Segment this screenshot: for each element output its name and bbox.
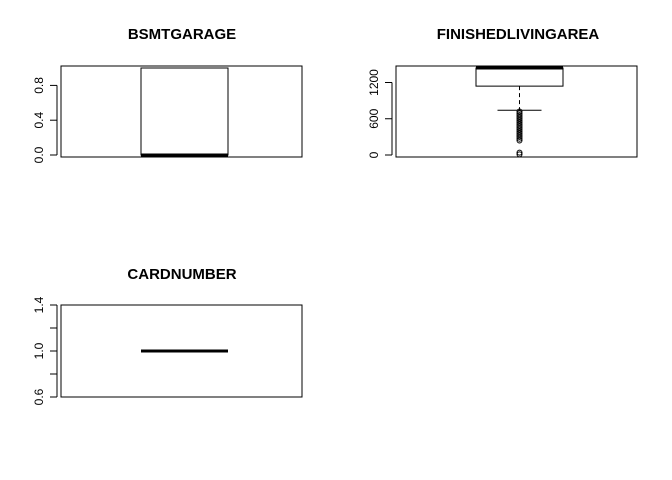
outlier-point bbox=[516, 151, 523, 158]
y-tick-label: 1200 bbox=[367, 69, 381, 96]
boxplot-panel-2: FINISHEDLIVINGAREA 0 600 1200 bbox=[367, 26, 638, 158]
outlier-point bbox=[516, 133, 523, 140]
outlier-point bbox=[516, 137, 523, 144]
plot-frame bbox=[60, 304, 303, 398]
outlier-point bbox=[516, 135, 523, 142]
y-tick-label: 0.4 bbox=[32, 112, 46, 129]
y-tick-label: 0.8 bbox=[32, 77, 46, 94]
panel-title: FINISHEDLIVINGAREA bbox=[437, 26, 600, 43]
plot-frame bbox=[60, 65, 303, 158]
y-tick-label: 1.0 bbox=[32, 342, 46, 359]
y-tick-label: 600 bbox=[367, 108, 381, 128]
y-tick-label: 0.0 bbox=[32, 146, 46, 163]
y-tick-label: 0 bbox=[367, 151, 381, 158]
panel-title: CARDNUMBER bbox=[127, 266, 236, 283]
iqr-box bbox=[475, 67, 564, 87]
y-tick-label: 1.4 bbox=[32, 296, 46, 313]
boxplot-panel-1: BSMTGARAGE 0.0 0.4 0.8 bbox=[32, 26, 303, 163]
plot-frame bbox=[395, 65, 638, 158]
panel-title: BSMTGARAGE bbox=[128, 26, 236, 43]
y-tick-label: 0.6 bbox=[32, 388, 46, 405]
outlier-point bbox=[516, 149, 523, 156]
iqr-box bbox=[140, 67, 229, 156]
boxplot-panel-3: CARDNUMBER 0.6 1.0 1.4 bbox=[32, 266, 303, 405]
